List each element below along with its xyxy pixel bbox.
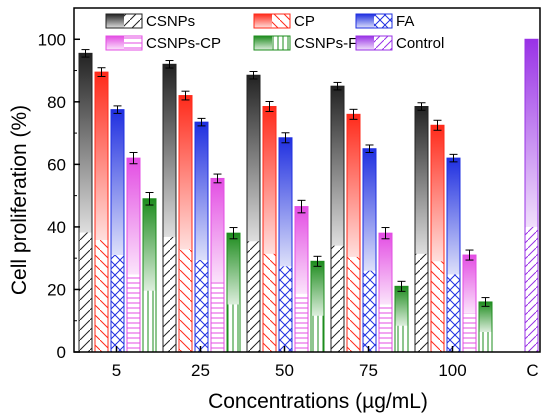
legend-swatch-gradient-fa <box>356 14 374 28</box>
bar-control-pattern <box>525 226 538 352</box>
legend-swatch-gradient-control <box>356 36 374 50</box>
bar-csnps-fa-75-pattern <box>395 325 408 352</box>
bar-csnps-fa-100-pattern <box>479 331 492 352</box>
bar-fa-100-gradient <box>447 158 460 275</box>
bar-fa-75-gradient <box>363 148 376 271</box>
bar-cp-50-gradient <box>263 106 276 254</box>
bar-csnps-5-pattern <box>79 232 92 352</box>
legend-swatch-cp <box>253 13 291 29</box>
legend-swatch-pattern-cp <box>272 14 290 28</box>
legend-swatch-pattern-fa <box>374 14 392 28</box>
bar-fa-5-pattern <box>111 255 124 352</box>
bar-csnps-fa-75-gradient <box>395 286 408 326</box>
bar-fa-50-gradient <box>279 137 292 267</box>
bar-cp-5-pattern <box>95 240 108 352</box>
bar-csnps-fa-5-pattern <box>143 290 156 352</box>
x-tick-label-100: 100 <box>438 361 466 380</box>
bar-csnps-fa-50-gradient <box>311 261 324 316</box>
bar-fa-75-pattern <box>363 270 376 352</box>
bar-csnps-cp-25-pattern <box>211 282 224 352</box>
legend-swatch-control <box>355 35 393 51</box>
bar-csnps-fa-5-gradient <box>143 198 156 291</box>
bar-csnps-cp-75-pattern <box>379 304 392 352</box>
y-tick-label-0: 0 <box>57 343 66 362</box>
bar-csnps-cp-100-pattern <box>463 313 476 352</box>
bar-fa-100-pattern <box>447 274 460 352</box>
bar-csnps-cp-5-gradient <box>127 158 140 275</box>
legend-swatch-gradient-csnps <box>106 14 124 28</box>
bar-csnps-fa-100-gradient <box>479 301 492 332</box>
plot-frame <box>73 7 541 353</box>
x-tick-label-50: 50 <box>275 361 294 380</box>
y-axis-title: Cell proliferation (%) <box>8 105 31 295</box>
bar-cp-75-pattern <box>347 256 360 352</box>
bar-csnps-cp-100-gradient <box>463 255 476 314</box>
legend-swatch-fa <box>355 13 393 29</box>
bar-cp-100-gradient <box>431 125 444 262</box>
bar-csnps-cp-50-pattern <box>295 293 308 352</box>
bar-csnps-cp-25-gradient <box>211 178 224 283</box>
legend-label-csnps: CSNPs <box>146 13 195 30</box>
bar-csnps-75-gradient <box>331 86 344 246</box>
bar-cp-25-pattern <box>179 249 192 352</box>
bar-csnps-fa-50-pattern <box>311 315 324 352</box>
y-tick-label-20: 20 <box>47 280 66 299</box>
axes-layer: 0 20 40 60 80 100 5 25 50 75 100 C <box>38 7 541 380</box>
bar-control-gradient <box>525 39 538 227</box>
bar-csnps-25-gradient <box>163 64 176 237</box>
bar-csnps-50-pattern <box>247 241 260 352</box>
legend-label-csnps-cp: CSNPs-CP <box>146 35 221 52</box>
legend-swatch-gradient-csnps-cp <box>106 36 124 50</box>
bar-csnps-cp-50-gradient <box>295 206 308 294</box>
bar-csnps-100-pattern <box>415 253 428 352</box>
bar-cp-100-pattern <box>431 261 444 352</box>
bar-csnps-5-gradient <box>79 53 92 233</box>
bar-csnps-50-gradient <box>247 75 260 242</box>
bar-fa-25-pattern <box>195 260 208 352</box>
x-tick-label-25: 25 <box>191 361 210 380</box>
bar-cp-5-gradient <box>95 72 108 241</box>
bar-csnps-cp-75-gradient <box>379 233 392 305</box>
legend-swatch-csnps-cp <box>105 35 143 51</box>
y-tick-label-100: 100 <box>38 30 66 49</box>
legend-swatch-pattern-control <box>374 36 392 50</box>
legend-swatch-gradient-cp <box>254 14 272 28</box>
legend: CSNPs CP FA CSNPs-CP CSNPs-FA Control <box>105 13 444 52</box>
bar-csnps-75-pattern <box>331 245 344 352</box>
bar-csnps-fa-25-gradient <box>227 233 240 305</box>
legend-swatch-pattern-csnps <box>124 14 142 28</box>
bar-cp-25-gradient <box>179 95 192 250</box>
bar-cp-50-pattern <box>263 253 276 352</box>
legend-swatch-pattern-csnps-cp <box>124 36 142 50</box>
x-tick-label-control: C <box>526 361 538 380</box>
bar-csnps-25-pattern <box>163 236 176 352</box>
y-tick-label-60: 60 <box>47 155 66 174</box>
bar-csnps-100-gradient <box>415 106 428 254</box>
y-tick-label-40: 40 <box>47 218 66 237</box>
y-tick-label-80: 80 <box>47 93 66 112</box>
bar-fa-5-gradient <box>111 109 124 256</box>
bar-csnps-fa-25-pattern <box>227 304 240 352</box>
x-tick-label-5: 5 <box>112 361 121 380</box>
legend-label-cp: CP <box>294 13 315 30</box>
bar-fa-25-gradient <box>195 122 208 261</box>
legend-swatch-csnps <box>105 13 143 29</box>
legend-label-fa: FA <box>396 13 414 30</box>
legend-swatch-csnps-fa <box>253 35 291 51</box>
legend-swatch-gradient-csnps-fa <box>254 36 272 50</box>
legend-label-control: Control <box>396 35 444 52</box>
bar-csnps-cp-5-pattern <box>127 274 140 352</box>
legend-label-csnps-fa: CSNPs-FA <box>294 35 367 52</box>
x-tick-label-75: 75 <box>359 361 378 380</box>
x-axis-title: Concentrations (µg/mL) <box>208 390 428 413</box>
legend-swatch-pattern-csnps-fa <box>272 36 290 50</box>
bar-cp-75-gradient <box>347 114 360 257</box>
bar-fa-50-pattern <box>279 266 292 352</box>
